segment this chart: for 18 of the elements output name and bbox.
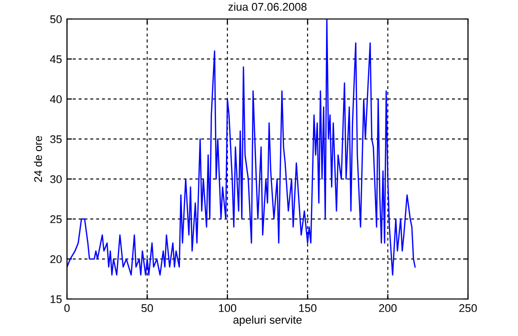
y-tick-label: 20 — [50, 255, 62, 264]
y-tick-label: 25 — [50, 215, 62, 224]
x-tick-label: 150 — [299, 304, 316, 312]
y-tick-label: 45 — [50, 55, 62, 64]
x-tick-label: 200 — [379, 304, 397, 312]
x-tick-label: 50 — [141, 304, 153, 312]
y-tick-label: 40 — [50, 95, 62, 104]
y-tick-label: 50 — [50, 15, 62, 24]
x-tick-label: 100 — [218, 304, 236, 312]
y-tick-label: 30 — [50, 175, 62, 184]
x-tick-label: 0 — [64, 304, 70, 312]
x-tick-label: 250 — [459, 304, 477, 312]
chart-title: ziua 07.06.2008 — [228, 2, 307, 11]
line-series — [67, 19, 416, 276]
y-tick-label: 15 — [50, 295, 62, 304]
y-tick-label: 35 — [50, 135, 62, 144]
x-axis-title: apeluri servite — [233, 316, 302, 326]
y-axis-title: 24 de ore — [34, 136, 42, 182]
